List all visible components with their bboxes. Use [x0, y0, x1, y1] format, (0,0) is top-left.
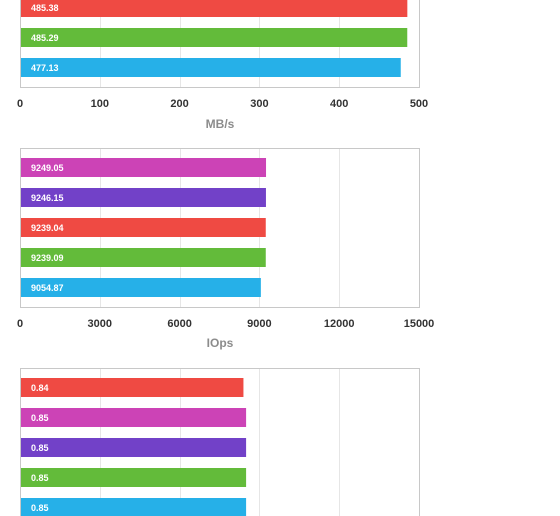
x-tick-label-0-2: 200 — [170, 98, 188, 110]
bar-2-0 — [21, 378, 244, 397]
x-tick-label-1-5: 15000 — [404, 318, 435, 330]
x-tick-label-1-3: 9000 — [247, 318, 271, 330]
x-tick-label-1-1: 3000 — [88, 318, 112, 330]
bar-1-1 — [21, 188, 266, 207]
bar-value-label-0-2: 477.13 — [31, 63, 59, 73]
bar-2-2 — [21, 438, 247, 457]
bar-value-label-2-1: 0.85 — [31, 413, 49, 423]
bar-0-2 — [21, 58, 401, 77]
x-axis-title-1: IOps — [207, 336, 234, 350]
bar-0-1 — [21, 28, 408, 47]
bar-value-label-1-0: 9249.05 — [31, 163, 64, 173]
x-axis-title-0: MB/s — [206, 117, 235, 131]
bar-value-label-1-3: 9239.09 — [31, 253, 64, 263]
bar-value-label-1-1: 9246.15 — [31, 193, 64, 203]
bar-value-label-1-4: 9054.87 — [31, 283, 64, 293]
bar-1-3 — [21, 248, 266, 267]
bar-2-4 — [21, 498, 247, 516]
bar-value-label-2-4: 0.85 — [31, 503, 49, 513]
x-tick-label-1-2: 6000 — [167, 318, 191, 330]
x-tick-label-1-0: 0 — [17, 318, 23, 330]
bar-2-3 — [21, 468, 247, 487]
bar-value-label-2-3: 0.85 — [31, 473, 49, 483]
bar-value-label-0-0: 485.38 — [31, 3, 59, 13]
x-tick-label-0-4: 400 — [330, 98, 348, 110]
bar-value-label-0-1: 485.29 — [31, 33, 59, 43]
bar-1-2 — [21, 218, 266, 237]
x-tick-label-1-4: 12000 — [324, 318, 355, 330]
bar-value-label-2-2: 0.85 — [31, 443, 49, 453]
bar-value-label-1-2: 9239.04 — [31, 223, 64, 233]
bar-value-label-2-0: 0.84 — [31, 383, 49, 393]
x-tick-label-0-1: 100 — [91, 98, 109, 110]
bar-1-4 — [21, 278, 261, 297]
bar-1-0 — [21, 158, 267, 177]
x-tick-label-0-3: 300 — [250, 98, 268, 110]
x-tick-label-0-0: 0 — [17, 98, 23, 110]
x-tick-label-0-5: 500 — [410, 98, 428, 110]
bar-2-1 — [21, 408, 247, 427]
bar-0-0 — [21, 0, 408, 17]
